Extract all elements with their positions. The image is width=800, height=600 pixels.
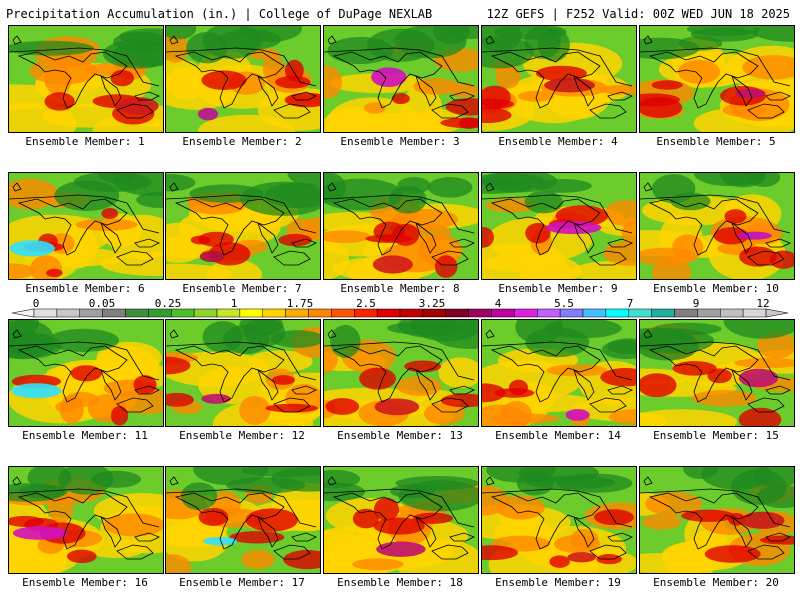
colorbar-tick-label: 12 <box>756 297 770 310</box>
colorbar-swatch <box>514 308 538 318</box>
colorbar-swatch <box>445 308 469 318</box>
ensemble-member-label: Ensemble Member: 7 <box>182 282 302 295</box>
colorbar-right-arrow <box>765 308 789 318</box>
colorbar-swatch <box>559 308 584 318</box>
ensemble-member-label: Ensemble Member: 17 <box>179 576 305 589</box>
model-run-info: 12Z GEFS | F252 Valid: 00Z WED JUN 18 20… <box>486 7 790 21</box>
ensemble-member-label: Ensemble Member: 2 <box>182 135 302 148</box>
ensemble-member-label: Ensemble Member: 16 <box>22 576 148 589</box>
colorbar-swatch <box>720 308 744 318</box>
colorbar-tick-label: 1.75 <box>286 297 314 310</box>
ensemble-member-map[interactable] <box>8 172 164 280</box>
colorbar-swatch <box>628 308 652 318</box>
ensemble-member-map[interactable] <box>639 25 795 133</box>
colorbar-swatch <box>56 308 80 318</box>
colorbar-swatch <box>148 308 172 318</box>
colorbar-swatch <box>651 308 675 318</box>
ensemble-member-map[interactable] <box>481 172 637 280</box>
colorbar-swatch <box>742 308 767 318</box>
ensemble-member-label: Ensemble Member: 6 <box>25 282 145 295</box>
ensemble-member-map[interactable] <box>8 25 164 133</box>
colorbar-tick-label: 1 <box>230 297 238 310</box>
colorbar-swatch <box>79 308 103 318</box>
colorbar-swatch <box>354 308 378 318</box>
colorbar-tick-label: 3.25 <box>418 297 446 310</box>
ensemble-member-map[interactable] <box>481 466 637 574</box>
ensemble-member-label: Ensemble Member: 18 <box>337 576 463 589</box>
colorbar-swatch <box>331 308 355 318</box>
colorbar-tick-label: 9 <box>692 297 700 310</box>
colorbar-swatch <box>491 308 515 318</box>
ensemble-member-map[interactable] <box>481 25 637 133</box>
colorbar-swatch <box>193 308 218 318</box>
colorbar-left-arrow <box>11 308 35 318</box>
ensemble-member-map[interactable] <box>323 319 479 427</box>
ensemble-member-map[interactable] <box>165 319 321 427</box>
colorbar-swatch <box>285 308 309 318</box>
colorbar-swatch <box>216 308 241 318</box>
ensemble-member-label: Ensemble Member: 13 <box>337 429 463 442</box>
colorbar-swatch <box>33 308 58 318</box>
colorbar-swatch <box>376 308 401 318</box>
colorbar-swatch <box>102 308 126 318</box>
ensemble-member-label: Ensemble Member: 10 <box>653 282 779 295</box>
colorbar-swatch <box>399 308 424 318</box>
colorbar-swatch <box>697 308 721 318</box>
ensemble-member-label: Ensemble Member: 15 <box>653 429 779 442</box>
ensemble-member-label: Ensemble Member: 5 <box>656 135 776 148</box>
colorbar-swatch <box>171 308 195 318</box>
ensemble-member-label: Ensemble Member: 1 <box>25 135 145 148</box>
colorbar-tick-label: 4 <box>494 297 502 310</box>
ensemble-member-map[interactable] <box>323 466 479 574</box>
ensemble-member-map[interactable] <box>165 25 321 133</box>
colorbar-swatch <box>422 308 446 318</box>
ensemble-member-map[interactable] <box>165 172 321 280</box>
ensemble-member-label: Ensemble Member: 12 <box>179 429 305 442</box>
colorbar-tick-label: 0 <box>32 297 40 310</box>
ensemble-member-label: Ensemble Member: 19 <box>495 576 621 589</box>
ensemble-member-label: Ensemble Member: 9 <box>498 282 618 295</box>
colorbar-swatch <box>537 308 561 318</box>
ensemble-member-map[interactable] <box>639 172 795 280</box>
ensemble-member-map[interactable] <box>323 172 479 280</box>
ensemble-member-label: Ensemble Member: 20 <box>653 576 779 589</box>
ensemble-member-map[interactable] <box>639 466 795 574</box>
colorbar-tick-label: 5.5 <box>554 297 574 310</box>
ensemble-member-map[interactable] <box>481 319 637 427</box>
colorbar-tick-label: 0.25 <box>154 297 182 310</box>
ensemble-member-map[interactable] <box>323 25 479 133</box>
precipitation-colorbar <box>11 308 789 318</box>
ensemble-member-map[interactable] <box>639 319 795 427</box>
colorbar-swatch <box>468 308 492 318</box>
ensemble-member-label: Ensemble Member: 4 <box>498 135 618 148</box>
colorbar-tick-label: 7 <box>626 297 634 310</box>
ensemble-member-label: Ensemble Member: 14 <box>495 429 621 442</box>
ensemble-member-map[interactable] <box>8 319 164 427</box>
colorbar-swatch <box>674 308 698 318</box>
colorbar-tick-label: 2.5 <box>356 297 376 310</box>
colorbar-swatch <box>308 308 332 318</box>
colorbar-tick-label: 0.05 <box>88 297 116 310</box>
ensemble-member-label: Ensemble Member: 3 <box>340 135 460 148</box>
ensemble-member-label: Ensemble Member: 11 <box>22 429 148 442</box>
colorbar-swatch <box>239 308 263 318</box>
colorbar-swatch <box>582 308 607 318</box>
colorbar-swatch <box>125 308 149 318</box>
ensemble-member-map[interactable] <box>165 466 321 574</box>
colorbar-swatch <box>605 308 629 318</box>
ensemble-member-map[interactable] <box>8 466 164 574</box>
map-title: Precipitation Accumulation (in.) | Colle… <box>6 7 433 21</box>
colorbar-swatch <box>262 308 286 318</box>
ensemble-member-label: Ensemble Member: 8 <box>340 282 460 295</box>
